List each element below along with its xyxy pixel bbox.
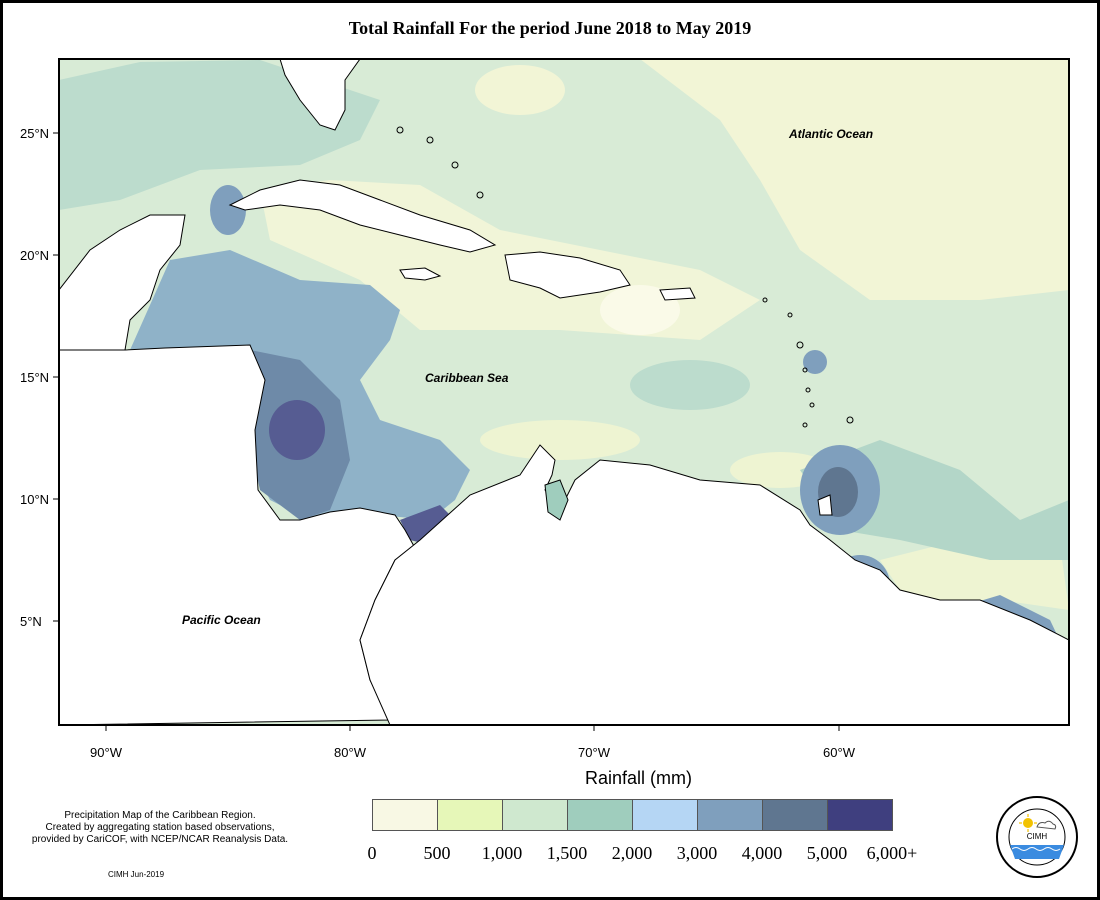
dry-patch — [600, 285, 680, 335]
dry-patch — [475, 65, 565, 115]
lon-label-80w: 80°W — [334, 745, 366, 760]
legend-title: Rainfall (mm) — [585, 768, 693, 788]
water-icon — [1010, 845, 1064, 859]
legend-label: 5,000 — [806, 843, 848, 863]
legend-color-bar — [372, 799, 893, 831]
trinidad-land — [817, 494, 833, 516]
wet-patch — [210, 185, 246, 235]
description-line: Created by aggregating station based obs… — [45, 822, 275, 833]
legend-swatch — [633, 800, 698, 830]
description-line: Precipitation Map of the Caribbean Regio… — [64, 810, 256, 821]
legend-swatch — [373, 800, 438, 830]
florida-land — [279, 59, 361, 131]
cuba-land — [228, 179, 497, 253]
wet-patch — [803, 350, 827, 374]
dry-zone-atlantic — [640, 59, 1069, 300]
dry-patch — [480, 420, 640, 460]
extreme-wet-zone — [400, 505, 455, 545]
legend-label: 500 — [423, 843, 451, 863]
jamaica-land — [399, 267, 442, 281]
hispaniola-land — [504, 251, 631, 299]
lat-label-15n: 15°N — [20, 370, 50, 385]
legend-label: 1,000 — [481, 843, 523, 863]
map-credit: CIMH Jun-2019 — [108, 870, 165, 879]
legend-swatch — [698, 800, 763, 830]
extreme-wet-zone — [269, 400, 325, 460]
lake-maracaibo — [544, 479, 569, 521]
lat-label-5n: 5°N — [20, 614, 42, 629]
wave-icon — [1011, 847, 1061, 851]
map-description: Precipitation Map of the Caribbean Regio… — [5, 810, 315, 846]
description-line: provided by CariCOF, with NCEP/NCAR Rean… — [31, 834, 289, 845]
sun-icon — [1019, 814, 1037, 832]
logo-name: CIMH — [1027, 832, 1048, 841]
legend-label: 0 — [367, 843, 377, 863]
moderate-patch — [630, 360, 750, 410]
legend-swatch — [568, 800, 633, 830]
lat-label-10n: 10°N — [20, 492, 50, 507]
legend-swatch — [438, 800, 503, 830]
landmasses — [59, 59, 1069, 725]
pacific-ocean-label: Pacific Ocean — [182, 613, 261, 627]
legend-swatch — [503, 800, 568, 830]
puerto-rico-land — [659, 287, 696, 301]
cimh-logo: CIMH — [996, 796, 1078, 878]
lon-label-70w: 70°W — [578, 745, 610, 760]
lon-label-90w: 90°W — [90, 745, 122, 760]
rainfall-field — [59, 59, 1069, 725]
lat-label-25n: 25°N — [20, 126, 50, 141]
map-title: Total Rainfall For the period June 2018 … — [348, 18, 752, 38]
legend-label: 1,500 — [546, 843, 588, 863]
caribbean-sea-label: Caribbean Sea — [425, 371, 509, 385]
south-america-land — [359, 444, 1069, 725]
lat-label-20n: 20°N — [20, 248, 50, 263]
legend-swatch — [763, 800, 828, 830]
legend-label: 2,000 — [611, 843, 653, 863]
atlantic-ocean-label: Atlantic Ocean — [789, 127, 874, 141]
legend-label: 6,000+ — [866, 843, 918, 863]
legend-label: 4,000 — [741, 843, 783, 863]
axis-ticks — [53, 132, 840, 731]
cloud-icon — [1036, 820, 1057, 830]
lon-label-60w: 60°W — [823, 745, 855, 760]
legend-swatch — [828, 800, 892, 830]
lesser-antilles-islands — [396, 126, 854, 428]
map-border — [58, 58, 1070, 726]
legend-label: 3,000 — [676, 843, 718, 863]
